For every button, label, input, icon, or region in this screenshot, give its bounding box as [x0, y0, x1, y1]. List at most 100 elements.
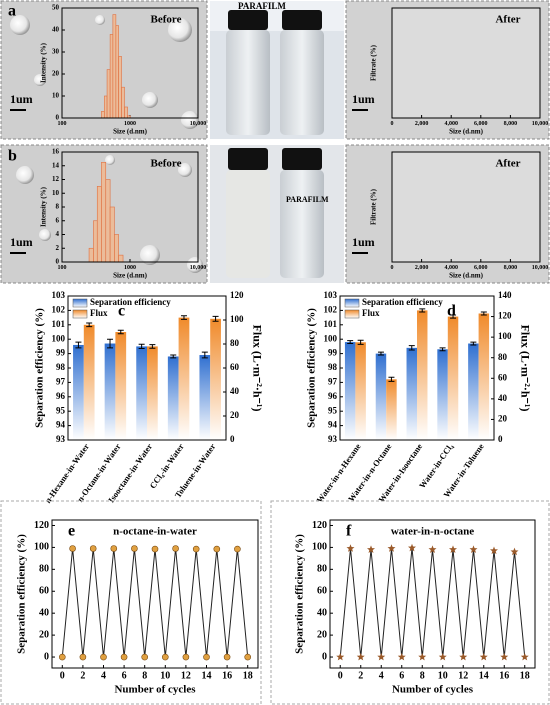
bar: [73, 344, 84, 440]
marker: [234, 545, 241, 553]
y-axis-label: Separation efficiency (%): [34, 308, 46, 428]
plot-frame: [329, 519, 536, 669]
y-tick-label: 99: [328, 348, 338, 358]
y-tick-label: 50: [52, 4, 60, 12]
x-tick-label: 0: [60, 670, 65, 681]
bar: [199, 355, 211, 440]
marker: [162, 653, 169, 661]
marker: [438, 652, 447, 661]
y-tick-label: 80: [39, 564, 49, 575]
scale-label: 1um: [352, 235, 375, 249]
y-axis-label: Intensity (%): [40, 42, 48, 83]
x-tick-label: 4,000: [444, 121, 458, 127]
marker: [213, 545, 221, 553]
marker: [182, 653, 190, 661]
y-tick-label: 20: [317, 629, 327, 640]
y-axis-label: Filtrate (%): [370, 188, 378, 225]
bar: [167, 356, 179, 440]
photo-label: PARAFILM: [238, 1, 286, 11]
x-tick-label: 10,000: [190, 121, 207, 127]
bar: [375, 353, 387, 440]
y-tick-label: 20: [52, 70, 60, 78]
histogram-bar: [101, 111, 105, 119]
x-tick-label: 4: [379, 670, 384, 681]
histogram-bar: [124, 106, 128, 119]
plot-frame: [61, 151, 199, 263]
x-tick-label: 12: [458, 670, 468, 681]
x-tick-label: 0: [391, 265, 394, 271]
y-tick-label: 94: [56, 420, 66, 430]
y-tick-label: 97: [328, 376, 338, 386]
panel-frame: [270, 500, 550, 705]
plot-frame: [51, 519, 259, 669]
x-axis-label: Size (d.nm): [449, 272, 484, 280]
panel-label: b: [8, 148, 17, 165]
x-axis-label: Size (d.nm): [449, 128, 484, 136]
y-tick-label: 93: [56, 434, 66, 444]
error-bar: [180, 315, 187, 320]
plot-frame: [339, 295, 495, 441]
y2-tick-label: 0: [230, 434, 235, 444]
y-tick-label: 101: [324, 319, 338, 329]
marker: [387, 544, 396, 552]
x-tick-label: 100: [58, 121, 67, 127]
x-tick-label: 0: [338, 670, 343, 681]
y-tick-label: 95: [56, 405, 66, 415]
marker: [89, 545, 97, 552]
error-bar: [107, 338, 114, 349]
legend-swatch: [72, 298, 88, 308]
x-tick-label: 0: [391, 121, 394, 127]
histogram-bar: [106, 69, 111, 119]
y2-tick-label: 120: [498, 311, 512, 321]
y-tick-label: 102: [52, 304, 66, 314]
x-tick-label: 2: [358, 670, 363, 681]
y2-tick-label: 80: [230, 338, 240, 348]
y-tick-label: 95: [328, 405, 338, 415]
error-bar: [377, 351, 384, 356]
marker: [100, 653, 107, 661]
error-bar: [117, 329, 124, 335]
bar: [104, 343, 116, 440]
x-tick-label: 2,000: [415, 121, 429, 127]
y-tick-label: 8: [56, 203, 60, 211]
histogram-bar: [121, 86, 125, 119]
chart-title: n-octane-in-water: [113, 526, 197, 538]
chart: 0 2 4 6 8 10 12 14 16 100 1000 10,000 Size (d.nm) Int…: [8, 148, 206, 280]
marker: [120, 653, 128, 661]
error-bar: [347, 340, 354, 345]
panel-label: e: [68, 523, 75, 540]
x-tick-label: 2,000: [415, 265, 429, 271]
bar: [355, 342, 366, 440]
y2-tick-label: 60: [498, 372, 508, 382]
y-tick-label: 99: [56, 348, 66, 358]
marker: [377, 652, 386, 661]
x-axis-label: Size (d.nm): [113, 128, 148, 136]
legend-swatch: [72, 309, 88, 319]
y-tick-label: 10: [52, 92, 60, 100]
plot-frame: [67, 295, 227, 441]
panel-frame: [0, 500, 262, 705]
y2-tick-label: 80: [498, 352, 508, 362]
scale-label: 1um: [352, 92, 375, 106]
marker: [490, 546, 498, 555]
marker: [449, 545, 457, 553]
y-tick-label: 10: [52, 189, 60, 197]
y-tick-label: 6: [56, 216, 60, 224]
x-axis-label: Size (d.nm): [113, 272, 148, 280]
y-tick-label: 103: [324, 290, 338, 300]
x-tick-label: 10: [160, 670, 170, 681]
panel-label: a: [8, 3, 16, 20]
histogram-bar: [118, 254, 124, 263]
x-tick-label: 12: [181, 670, 191, 681]
error-bar: [86, 322, 93, 328]
x-tick-label: 1000: [124, 121, 136, 127]
error-bar: [149, 344, 156, 349]
photo-a: PARAFILM: [210, 1, 344, 139]
y2-tick-label: 20: [230, 410, 240, 420]
x-tick-label: 8,000: [504, 265, 518, 271]
x-tick-label: 10,000: [532, 121, 549, 127]
histogram-bar: [109, 34, 114, 119]
photo-b: PARAFILM: [210, 145, 344, 283]
x-tick-label: 18: [243, 670, 253, 681]
legend-label: Flux: [362, 308, 380, 318]
